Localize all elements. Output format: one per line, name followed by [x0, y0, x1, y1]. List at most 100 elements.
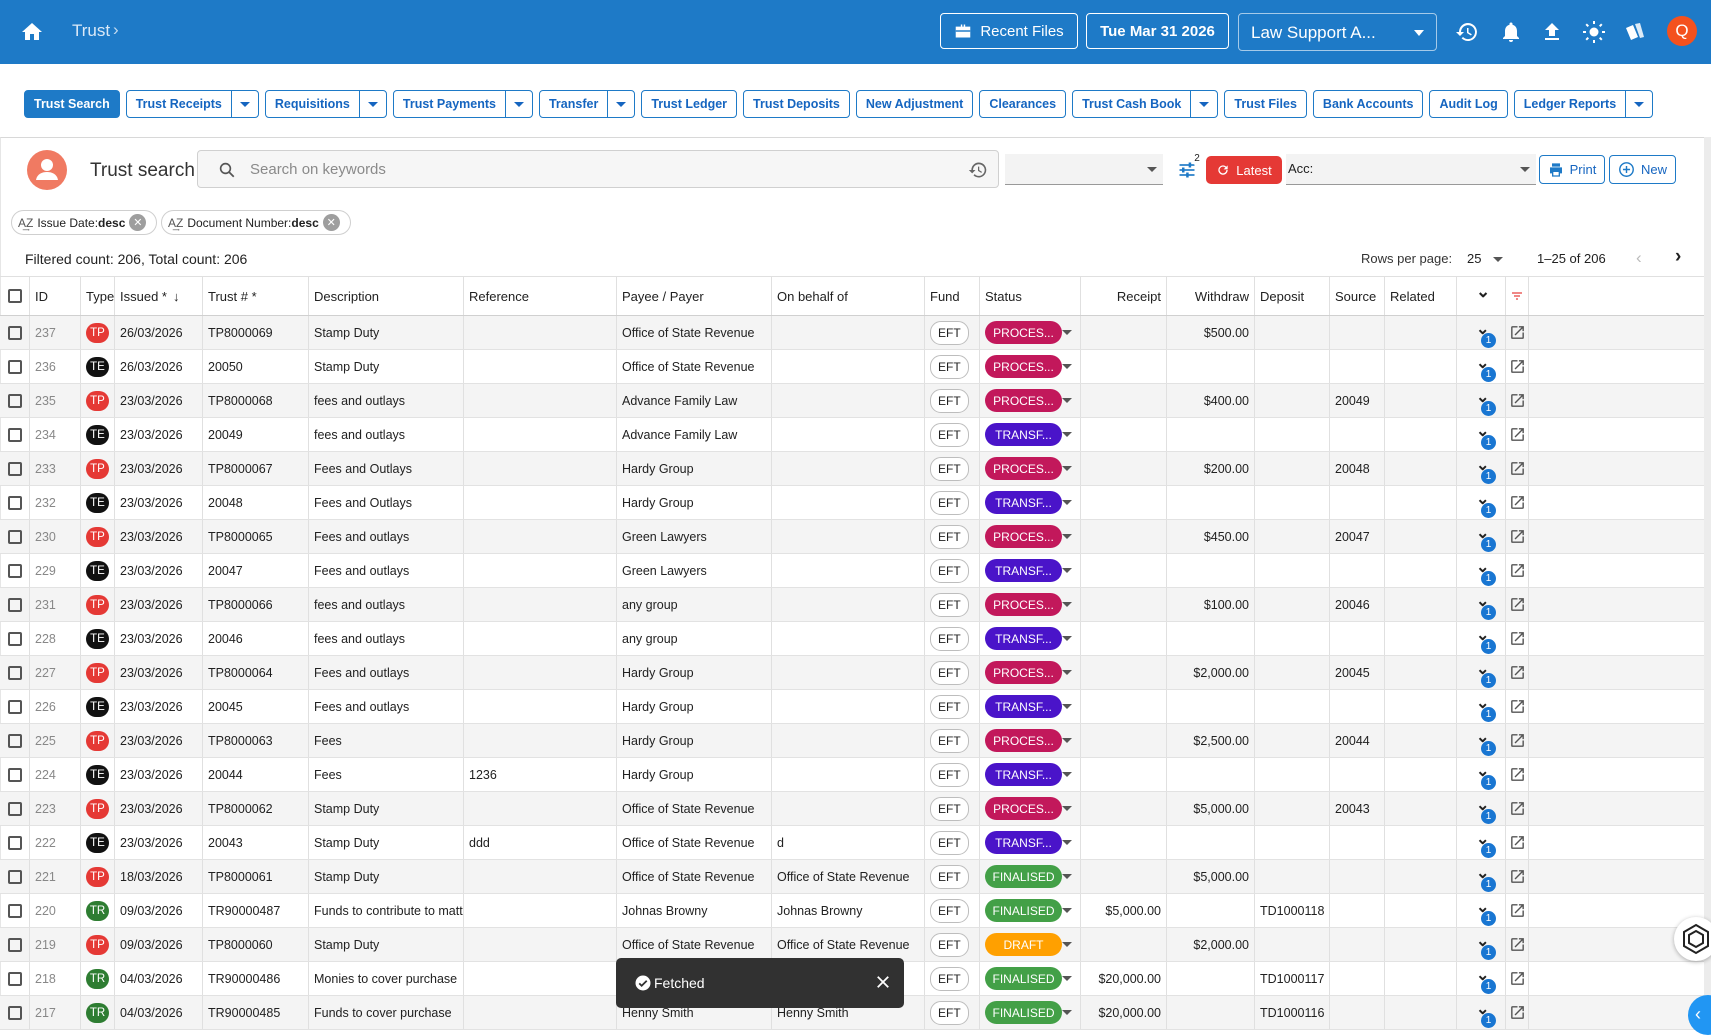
history-icon[interactable] [1455, 20, 1479, 44]
status-badge[interactable]: DRAFT [985, 933, 1062, 956]
status-badge[interactable]: FINALISED [985, 865, 1062, 888]
nav-dropdown-toggle[interactable] [1190, 91, 1217, 117]
cell-status[interactable]: PROCES... [980, 792, 1081, 825]
checkbox[interactable] [8, 427, 22, 442]
chevron-down-icon[interactable] [1062, 500, 1072, 505]
column-header-id[interactable]: ID [30, 277, 81, 315]
cell-status[interactable]: PROCES... [980, 520, 1081, 553]
status-badge[interactable]: PROCES... [985, 321, 1062, 344]
row-expand[interactable]: ⌄ 1 [1457, 894, 1506, 927]
nav-trust-files[interactable]: Trust Files [1224, 90, 1307, 118]
chevron-down-icon[interactable] [1062, 908, 1072, 913]
checkbox[interactable] [8, 597, 22, 612]
prev-page-icon[interactable]: ‹ [1636, 248, 1642, 267]
chevron-down-icon[interactable] [1062, 772, 1072, 777]
column-header-fund[interactable]: Fund [925, 277, 980, 315]
status-badge[interactable]: PROCES... [985, 355, 1062, 378]
status-badge[interactable]: TRANSF... [985, 423, 1062, 446]
status-badge[interactable]: PROCES... [985, 593, 1062, 616]
row-expand[interactable]: ⌄ 1 [1457, 758, 1506, 791]
nav-requisitions[interactable]: Requisitions [264, 90, 387, 118]
table-row[interactable]: 220 TR 09/03/2026 TR90000487 Funds to contri… [0, 894, 1704, 928]
row-select[interactable] [0, 622, 30, 655]
cards-icon[interactable] [1623, 20, 1647, 44]
cell-status[interactable]: TRANSF... [980, 418, 1081, 451]
checkbox[interactable] [8, 529, 22, 544]
table-row[interactable]: 226 TE 23/03/2026 20045 Fees and outlays Hard… [0, 690, 1704, 724]
checkbox[interactable] [8, 971, 22, 986]
nav-bank-accounts[interactable]: Bank Accounts [1312, 90, 1424, 118]
row-open[interactable] [1506, 622, 1529, 655]
row-open[interactable] [1506, 928, 1529, 961]
row-select[interactable] [0, 418, 30, 451]
column-header-related[interactable]: Related [1385, 277, 1457, 315]
row-open[interactable] [1506, 792, 1529, 825]
page-scrollbar[interactable] [1704, 137, 1711, 1027]
row-open[interactable] [1506, 894, 1529, 927]
row-expand[interactable]: ⌄ 1 [1457, 588, 1506, 621]
nav-ledger-reports[interactable]: Ledger Reports [1513, 90, 1654, 118]
row-select[interactable] [0, 928, 30, 961]
row-expand[interactable]: ⌄ 1 [1457, 724, 1506, 757]
row-open[interactable] [1506, 452, 1529, 485]
status-badge[interactable]: PROCES... [985, 389, 1062, 412]
upload-icon[interactable] [1540, 20, 1564, 44]
table-row[interactable]: 232 TE 23/03/2026 20048 Fees and Outlays Hard… [0, 486, 1704, 520]
cell-status[interactable]: FINALISED [980, 996, 1081, 1029]
table-row[interactable]: 225 TP 23/03/2026 TP8000063 Fees Hardy Group E… [0, 724, 1704, 758]
table-row[interactable]: 233 TP 23/03/2026 TP8000067 Fees and Outlays… [0, 452, 1704, 486]
open-in-new-icon[interactable] [1509, 528, 1526, 545]
row-open[interactable] [1506, 724, 1529, 757]
cell-status[interactable]: FINALISED [980, 860, 1081, 893]
row-select[interactable] [0, 316, 30, 349]
checkbox[interactable] [8, 733, 22, 748]
nav-dropdown-toggle[interactable] [1625, 91, 1652, 117]
user-avatar[interactable]: Q [1667, 16, 1697, 46]
chevron-down-icon[interactable] [1062, 466, 1072, 471]
row-select[interactable] [0, 860, 30, 893]
column-header-type[interactable]: Type [81, 277, 115, 315]
row-expand[interactable]: ⌄ 1 [1457, 520, 1506, 553]
row-select[interactable] [0, 486, 30, 519]
row-expand[interactable]: ⌄ 1 [1457, 350, 1506, 383]
table-row[interactable]: 223 TP 23/03/2026 TP8000062 Stamp Duty Office… [0, 792, 1704, 826]
latest-button[interactable]: Latest [1206, 156, 1282, 184]
bell-icon[interactable] [1499, 20, 1523, 44]
row-select[interactable] [0, 384, 30, 417]
status-badge[interactable]: TRANSF... [985, 559, 1062, 582]
chevron-down-icon[interactable] [1062, 602, 1072, 607]
nav-clearances[interactable]: Clearances [979, 90, 1067, 118]
open-in-new-icon[interactable] [1509, 868, 1526, 885]
status-badge[interactable]: TRANSF... [985, 491, 1062, 514]
open-in-new-icon[interactable] [1509, 392, 1526, 409]
chevron-down-icon[interactable] [1062, 1010, 1072, 1015]
column-header-receipt[interactable]: Receipt [1081, 277, 1167, 315]
row-expand[interactable]: ⌄ 1 [1457, 656, 1506, 689]
status-badge[interactable]: FINALISED [985, 899, 1062, 922]
column-header-description[interactable]: Description [309, 277, 464, 315]
cell-status[interactable]: TRANSF... [980, 554, 1081, 587]
close-icon[interactable]: ✕ [129, 214, 147, 231]
checkbox[interactable] [8, 937, 22, 952]
column-header-on-behalf-of[interactable]: On behalf of [772, 277, 925, 315]
status-badge[interactable]: PROCES... [985, 457, 1062, 480]
chevron-down-icon[interactable] [1062, 976, 1072, 981]
column-header-source[interactable]: Source [1330, 277, 1385, 315]
row-select[interactable] [0, 724, 30, 757]
column-header-withdraw[interactable]: Withdraw [1167, 277, 1255, 315]
open-in-new-icon[interactable] [1509, 562, 1526, 579]
row-expand[interactable]: ⌄ 1 [1457, 452, 1506, 485]
nav-dropdown-toggle[interactable] [504, 91, 532, 117]
sort-chip-document-number[interactable]: A͢Z Document Number: desc ✕ [161, 210, 351, 235]
open-in-new-icon[interactable] [1509, 460, 1526, 477]
cell-status[interactable]: TRANSF... [980, 826, 1081, 859]
home-icon[interactable] [20, 20, 44, 44]
status-badge[interactable]: TRANSF... [985, 763, 1062, 786]
open-in-new-icon[interactable] [1509, 800, 1526, 817]
chevron-down-icon[interactable] [1062, 738, 1072, 743]
open-in-new-icon[interactable] [1509, 1004, 1526, 1021]
tune-filter-icon[interactable] [1177, 160, 1197, 180]
row-select[interactable] [0, 826, 30, 859]
table-row[interactable]: 236 TE 26/03/2026 20050 Stamp Duty Office of … [0, 350, 1704, 384]
close-icon[interactable]: ✕ [322, 214, 340, 231]
